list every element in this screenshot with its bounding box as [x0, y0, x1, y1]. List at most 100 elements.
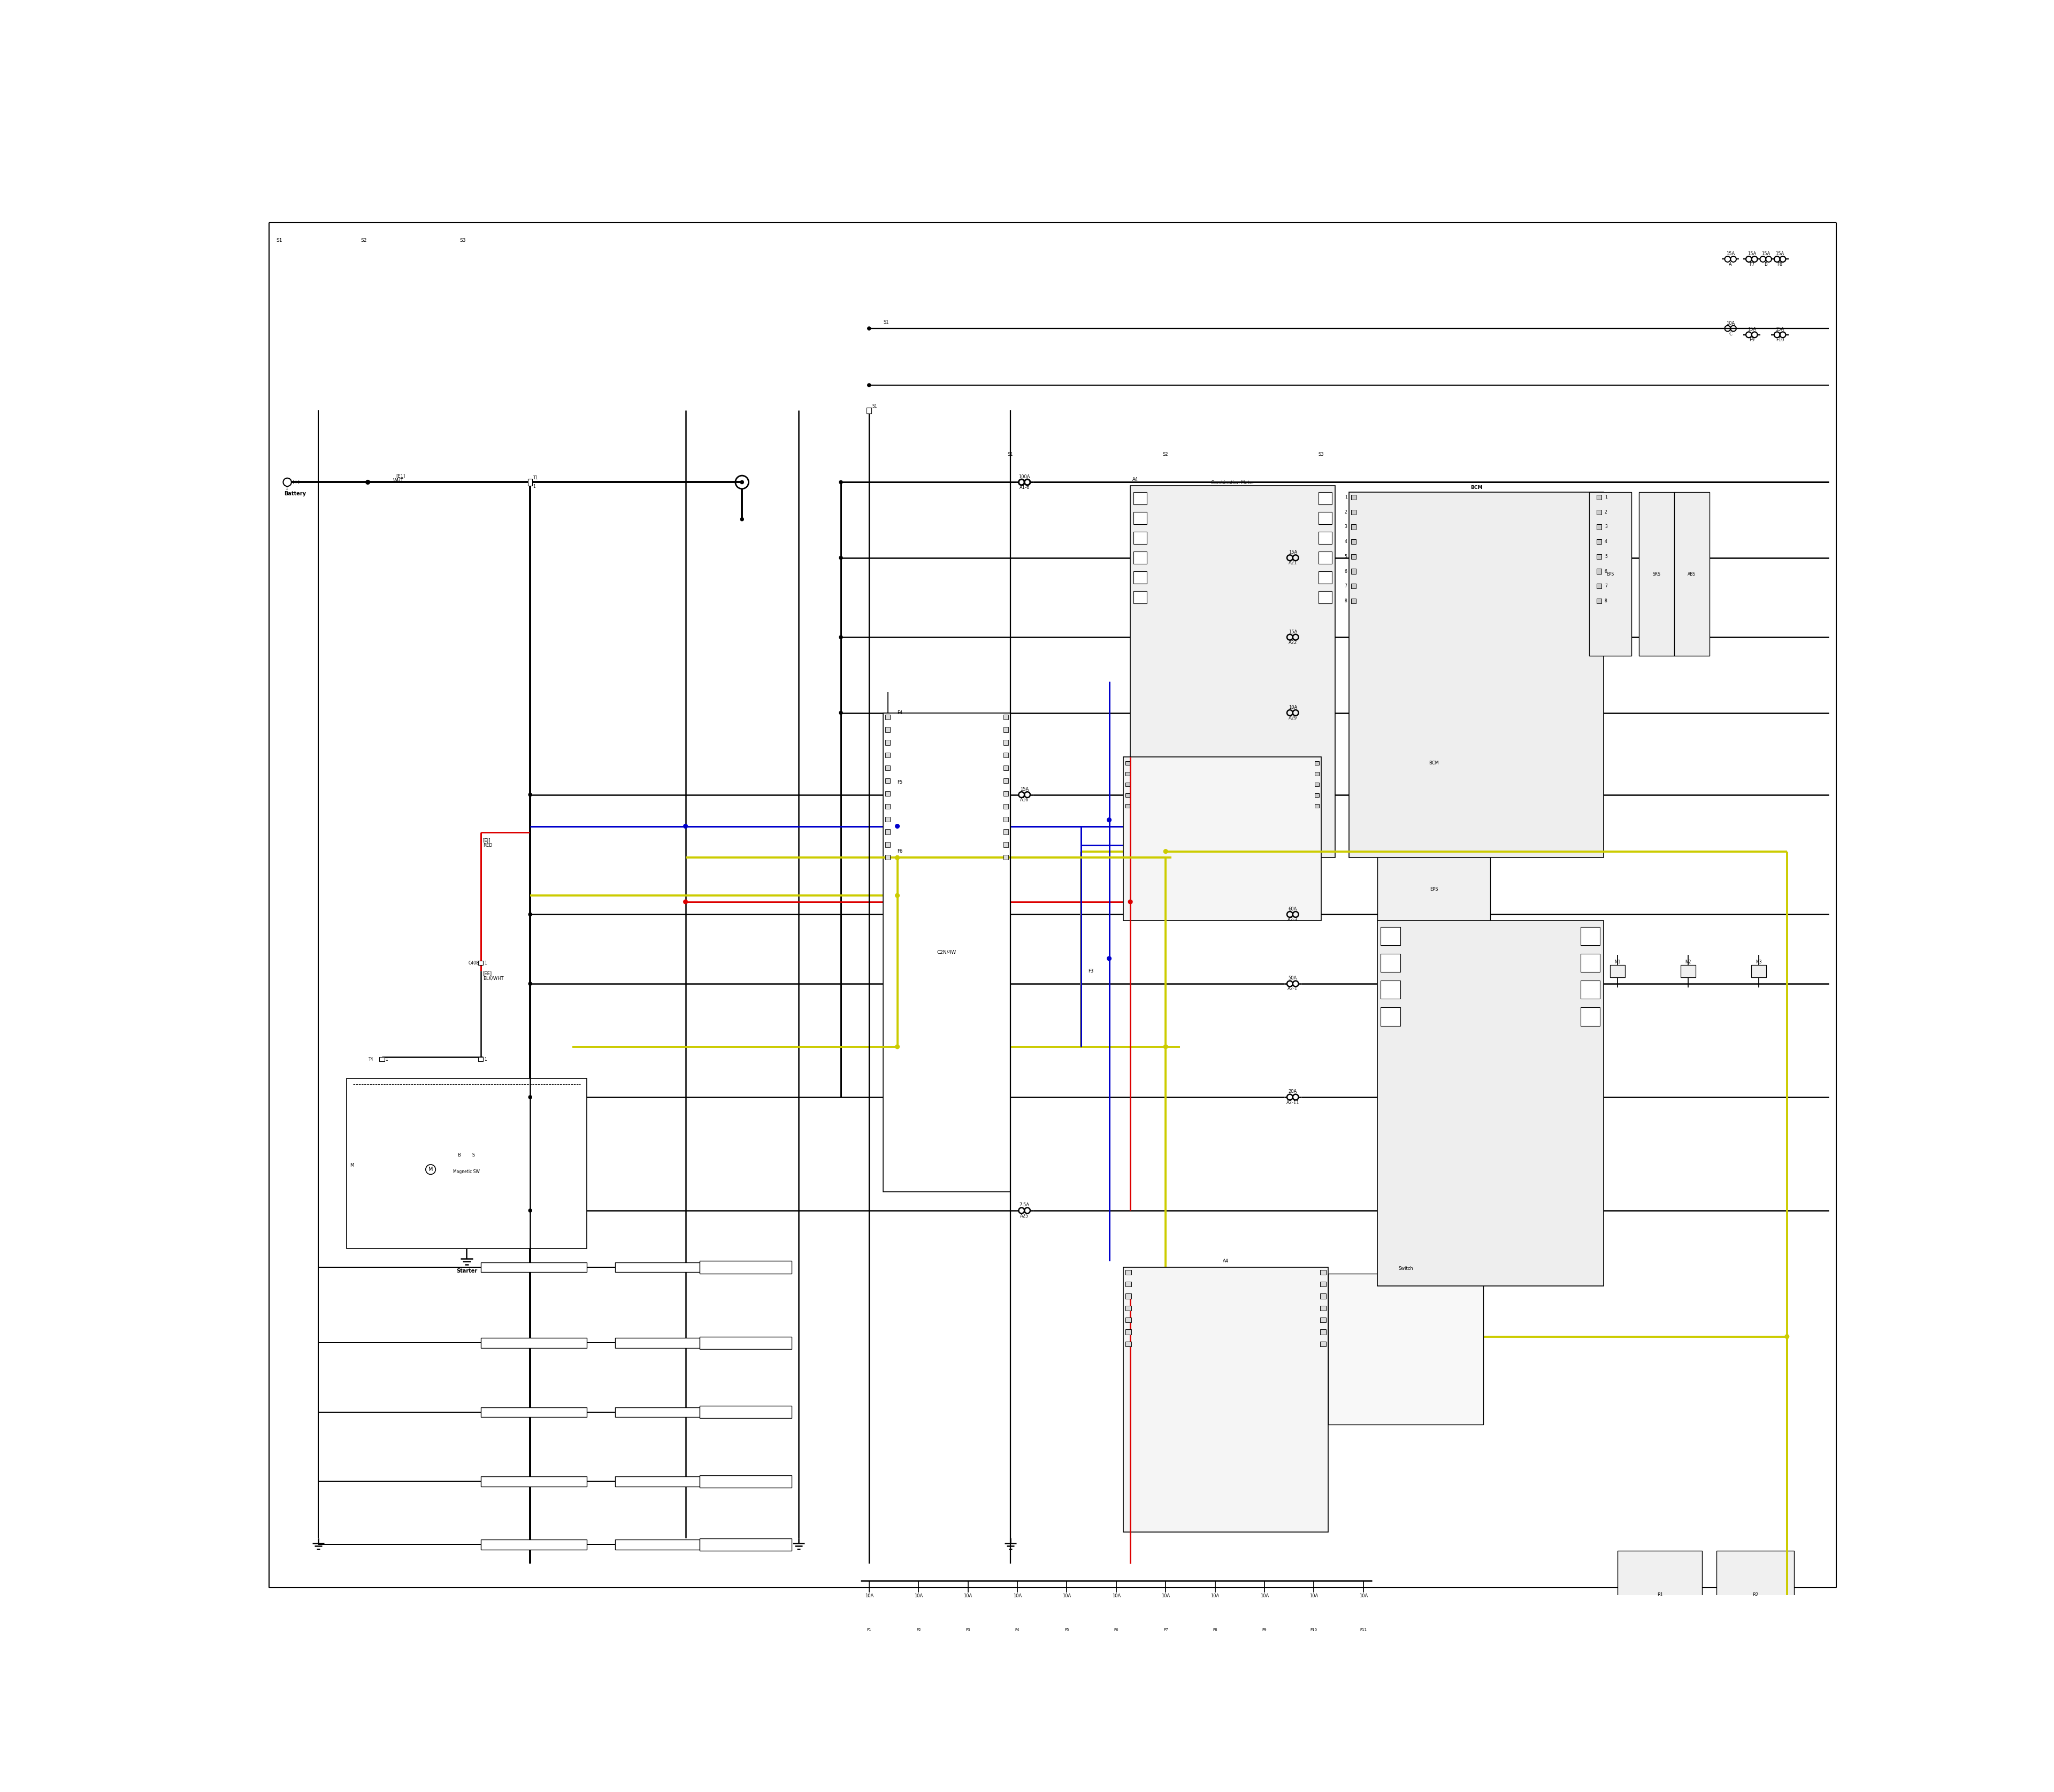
Bar: [1352, 509, 1356, 514]
Bar: [1380, 1007, 1401, 1025]
Bar: [1596, 539, 1602, 545]
Text: P4: P4: [1015, 1629, 1019, 1633]
Text: 7: 7: [1345, 584, 1347, 588]
Bar: [481, 1407, 587, 1417]
Text: 1: 1: [534, 484, 536, 489]
Circle shape: [840, 711, 842, 715]
Text: RED: RED: [483, 844, 493, 848]
Circle shape: [1128, 900, 1132, 903]
Text: Combination Meter: Combination Meter: [1212, 480, 1255, 486]
Bar: [1002, 715, 1009, 719]
Bar: [885, 817, 889, 821]
Bar: [885, 830, 889, 835]
Bar: [1319, 513, 1331, 525]
Text: S3: S3: [460, 238, 466, 242]
Text: ABS: ABS: [1688, 572, 1697, 577]
Bar: [1319, 572, 1331, 584]
Text: 1: 1: [1604, 495, 1606, 500]
Bar: [1380, 926, 1401, 946]
Text: 10A: 10A: [1288, 704, 1296, 710]
Bar: [1752, 964, 1766, 977]
Bar: [1321, 1306, 1327, 1310]
Bar: [1002, 817, 1009, 821]
Bar: [1126, 1271, 1132, 1274]
Text: 15A: 15A: [1748, 251, 1756, 256]
Circle shape: [1163, 849, 1169, 853]
Circle shape: [528, 982, 532, 986]
Text: C408: C408: [468, 961, 479, 966]
Text: 10A: 10A: [914, 1593, 922, 1598]
Text: [EJ]: [EJ]: [483, 839, 491, 844]
Bar: [1315, 783, 1319, 787]
Bar: [481, 1339, 587, 1348]
Circle shape: [896, 855, 900, 860]
Bar: [1717, 1550, 1793, 1640]
Bar: [1596, 554, 1602, 559]
Bar: [1002, 778, 1009, 783]
Bar: [1002, 753, 1009, 758]
Bar: [1596, 525, 1602, 529]
Bar: [481, 1477, 587, 1486]
Bar: [1610, 964, 1625, 977]
Text: 15A: 15A: [1775, 326, 1785, 332]
Text: 10A: 10A: [1013, 1593, 1021, 1598]
Text: 10A: 10A: [1161, 1593, 1171, 1598]
Text: 3: 3: [1345, 525, 1347, 529]
Text: Magnetic SW: Magnetic SW: [454, 1168, 481, 1174]
Bar: [1596, 495, 1602, 500]
Circle shape: [867, 383, 871, 387]
Bar: [700, 1538, 791, 1550]
Bar: [380, 1057, 384, 1061]
Text: 10A: 10A: [1210, 1593, 1220, 1598]
Text: A4: A4: [1222, 1258, 1228, 1263]
Bar: [885, 740, 889, 745]
Bar: [1002, 740, 1009, 745]
Bar: [1380, 953, 1401, 973]
Bar: [885, 855, 889, 860]
Text: 15A: 15A: [1288, 550, 1296, 556]
Bar: [1126, 783, 1130, 787]
Bar: [885, 753, 889, 758]
Text: 15A: 15A: [1748, 326, 1756, 332]
Bar: [1126, 1306, 1132, 1310]
Bar: [1315, 794, 1319, 797]
Text: P11: P11: [1360, 1629, 1366, 1633]
Text: R1: R1: [1658, 1593, 1664, 1597]
Text: 10A: 10A: [963, 1593, 972, 1598]
Text: 1: 1: [485, 1057, 487, 1061]
Text: 10A: 10A: [1310, 1593, 1319, 1598]
Bar: [885, 728, 889, 733]
Text: 2: 2: [1604, 509, 1606, 514]
Text: A2-3: A2-3: [1288, 918, 1298, 923]
Bar: [1315, 805, 1319, 808]
Bar: [1639, 493, 1674, 656]
Circle shape: [739, 480, 744, 484]
Bar: [1319, 493, 1331, 505]
Bar: [885, 715, 889, 719]
Bar: [1315, 772, 1319, 776]
Bar: [347, 1079, 587, 1249]
Text: A4: A4: [1132, 477, 1138, 482]
Circle shape: [684, 824, 688, 828]
Bar: [885, 842, 889, 848]
Text: 7.5A: 7.5A: [1019, 1202, 1029, 1208]
Text: S2: S2: [1163, 452, 1169, 457]
Text: M: M: [429, 1167, 433, 1172]
Text: 5: 5: [1604, 554, 1606, 559]
Text: 3: 3: [1604, 525, 1606, 529]
Text: M2: M2: [1684, 961, 1690, 964]
Bar: [885, 805, 889, 808]
Circle shape: [366, 480, 370, 484]
Bar: [1002, 842, 1009, 848]
Text: P2: P2: [916, 1629, 920, 1633]
Text: M1: M1: [1614, 961, 1621, 964]
Text: A25: A25: [1021, 1213, 1029, 1219]
Bar: [1590, 493, 1631, 656]
Bar: [1134, 532, 1146, 545]
Text: A1-6: A1-6: [1019, 486, 1029, 489]
Bar: [1319, 591, 1331, 604]
Bar: [1126, 1330, 1132, 1335]
Text: 100A: 100A: [1019, 475, 1031, 478]
Bar: [479, 1057, 483, 1061]
Circle shape: [528, 1095, 532, 1098]
